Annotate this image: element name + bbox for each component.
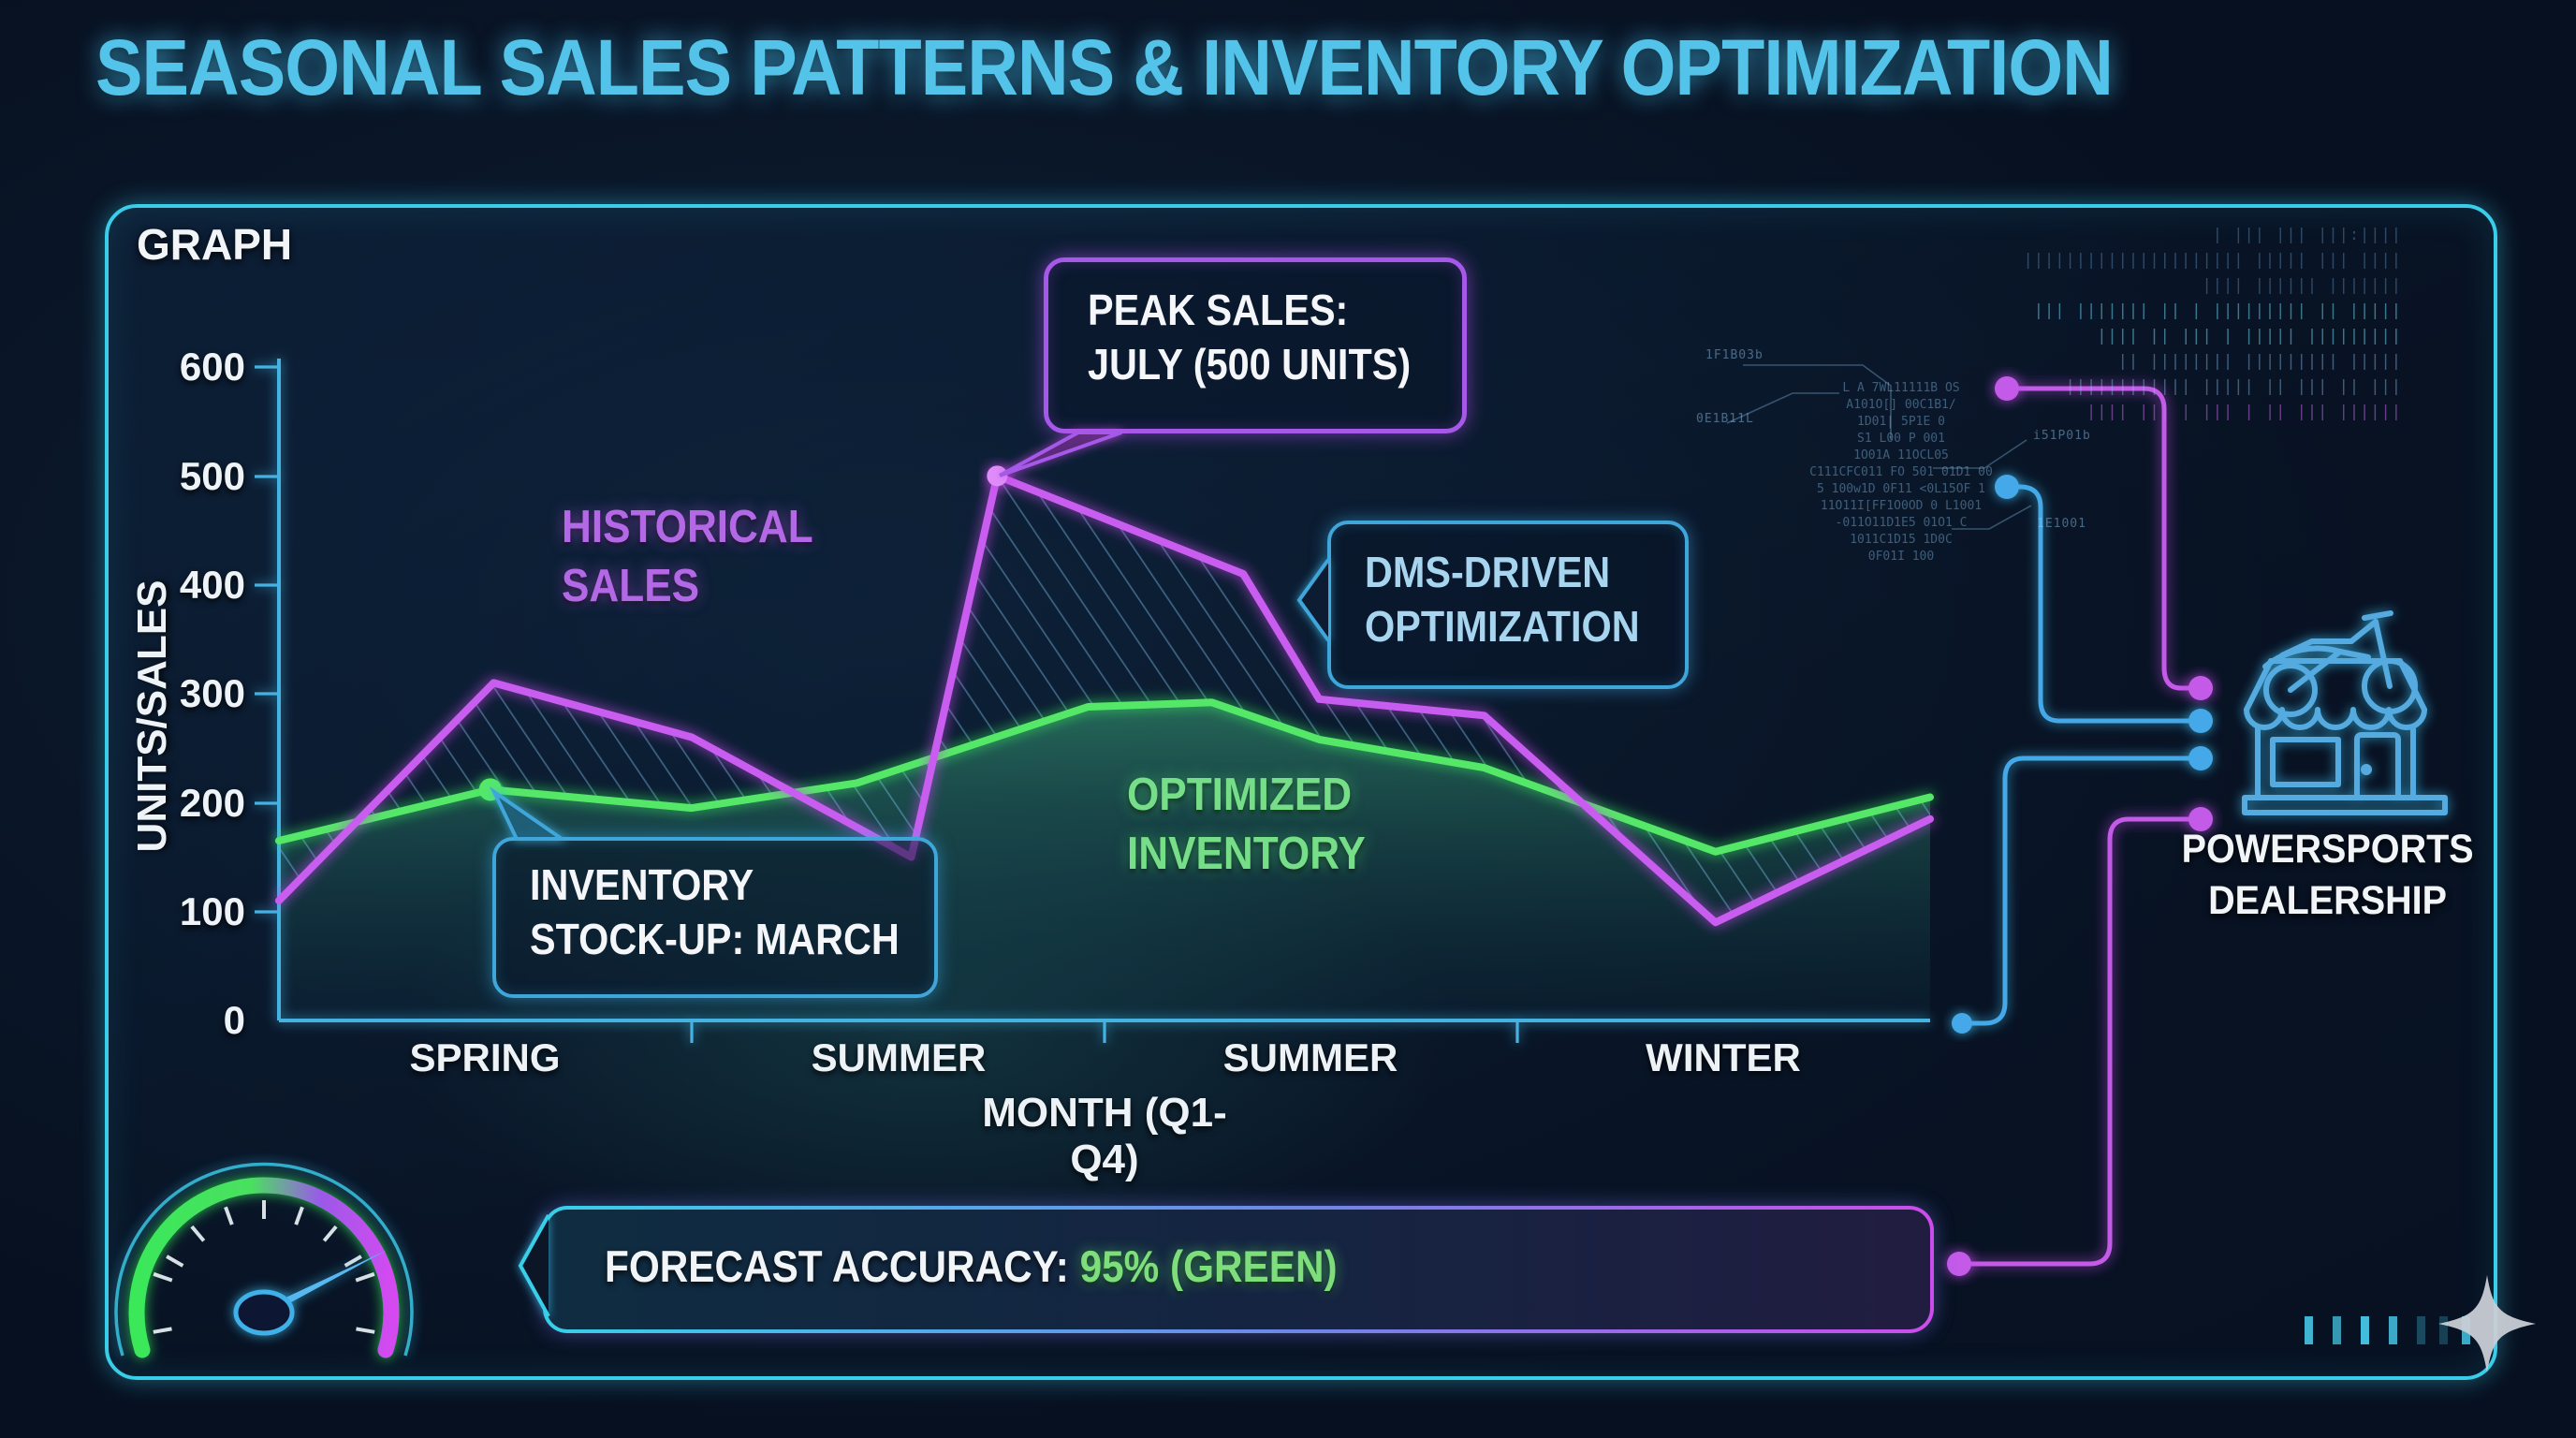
y-tick-100: 100 [179,889,245,933]
x-label-summer2: SUMMER [1222,1035,1398,1079]
y-axis-title: UNITS/SALES [129,580,175,853]
x-axis-title: MONTH (Q1-Q4) [982,1090,1227,1182]
code-block-decoration: L A 7WL11111B OS A101O[] 00C1B1/1D01| 5P1… [1809,381,1993,564]
optimized-inventory-label: OPTIMIZED INVENTORY [1127,770,1366,879]
historical-sales-line [275,472,1934,927]
y-tick-400: 400 [179,563,245,607]
peak-sales-marker [987,465,1008,487]
optimized-inventory-line [275,698,1934,856]
axes [255,359,1930,1043]
signal-bars-decoration [2305,1316,2470,1344]
x-label-spring: SPRING [409,1035,561,1079]
connector-circuits [1947,376,2213,1276]
dealership-label: POWERSPORTS DEALERSHIP [2181,827,2475,923]
gauge-ticks [153,1200,375,1334]
chip-label: 1F1B03b [1705,348,1764,362]
series-gap-hatch [279,476,1930,923]
chip-label: i51P01b [2033,429,2091,443]
y-tick-200: 200 [179,781,245,825]
awning-icon [2244,658,2427,712]
store-base-icon [2242,795,2448,815]
peak-sales-callout: PEAK SALES: JULY (500 UNITS) [1044,257,1467,433]
graph-label: GRAPH [137,220,293,269]
data-stream-row: |||| ||| | ||| | || ||| |||||| [2086,403,2402,421]
historical-sales-label: HISTORICAL SALES [562,502,813,611]
circuit-annotation-lines [1726,364,2032,530]
page-title: SEASONAL SALES PATTERNS & INVENTORY OPTI… [95,23,2114,111]
y-tick-600: 600 [179,345,245,389]
data-stream-row: || |||||||| ||||||||| ||||| ||||||||||||… [2065,352,2402,396]
store-walls-icon [2255,725,2416,800]
y-tick-500: 500 [179,454,245,498]
motorcycle-rear-wheel-icon [2263,663,2318,717]
chip-label: 1E1001 [2037,517,2086,531]
forecast-accuracy-text: FORECAST ACCURACY: [605,1241,1080,1291]
forecast-accuracy-box: FORECAST ACCURACY: 95% (GREEN) [543,1206,1934,1333]
storefront-icon [2242,610,2448,815]
data-stream-decoration: | ||| ||| |||:|||| |||||||||||||||||||||… [1984,223,2402,425]
x-label-winter: WINTER [1646,1035,1801,1079]
dms-optimization-callout: DMS-DRIVEN OPTIMIZATION [1327,521,1689,689]
data-stream-row: | ||| ||| |||:|||| |||||||||||||||||||||… [2023,226,2402,295]
inventory-stockup-callout: INVENTORY STOCK-UP: MARCH [492,837,938,998]
x-label-summer1: SUMMER [811,1035,987,1079]
store-window-icon [2270,737,2341,787]
chip-label: 0E1B11L [1696,412,1754,426]
stockup-marker [478,778,502,801]
gauge-needle [260,1250,388,1319]
gauge-hub [233,1289,295,1336]
y-tick-300: 300 [179,671,245,715]
forecast-accuracy-value: 95% (GREEN) [1079,1241,1338,1291]
y-tick-0: 0 [223,998,245,1042]
forecast-gauge [114,1162,414,1358]
store-door-icon [2354,732,2401,800]
data-stream-row: ||| ||||||| || | ||||||||| || ||||| ||||… [2033,301,2402,345]
